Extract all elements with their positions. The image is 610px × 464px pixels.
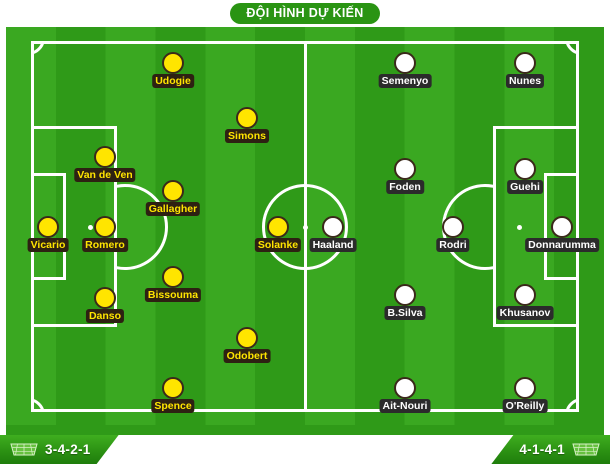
player-name: Semenyo — [378, 74, 432, 88]
penalty-spot-left — [88, 225, 93, 230]
player-name: Danso — [85, 309, 125, 323]
player-dot[interactable] — [267, 216, 289, 238]
player-name: Vicario — [27, 238, 69, 252]
footer-strip — [6, 425, 604, 435]
corner-arc-top-left — [31, 41, 57, 67]
home-formation-ribbon[interactable]: 3-4-2-1 — [0, 435, 119, 464]
player-dot[interactable] — [514, 377, 536, 399]
player-name: Nunes — [505, 74, 545, 88]
player-dot[interactable] — [394, 52, 416, 74]
player-name: Simons — [225, 129, 269, 143]
player-name: Udogie — [152, 74, 194, 88]
player-name: Spence — [151, 399, 195, 413]
player-dot[interactable] — [551, 216, 573, 238]
player-dot[interactable] — [94, 146, 116, 168]
player-name: Donnarumma — [525, 238, 599, 252]
player-name: Odobert — [223, 349, 271, 363]
player-dot[interactable] — [94, 287, 116, 309]
footer: 3-4-2-1 4-1-4-1 — [0, 425, 610, 464]
player-dot[interactable] — [322, 216, 344, 238]
player-dot[interactable] — [394, 158, 416, 180]
goal-area-right — [544, 173, 579, 280]
player-dot[interactable] — [394, 284, 416, 306]
player-dot[interactable] — [162, 266, 184, 288]
player-dot[interactable] — [236, 107, 258, 129]
player-name: Van de Ven — [74, 168, 136, 182]
player-name: Guehi — [507, 180, 543, 194]
player-name: Ait-Nouri — [379, 399, 431, 413]
player-dot[interactable] — [37, 216, 59, 238]
corner-arc-bottom-right — [553, 386, 579, 412]
player-dot[interactable] — [162, 180, 184, 202]
centre-circle — [262, 184, 348, 270]
corner-arc-bottom-left — [31, 386, 57, 412]
player-name: Haaland — [309, 238, 357, 252]
player-name: Bissouma — [144, 288, 202, 302]
football-pitch: Vicario Romero Van de Ven Danso Udogie Gallag… — [6, 27, 604, 425]
header: ĐỘI HÌNH DỰ KIẾN — [0, 0, 610, 27]
player-dot[interactable] — [514, 52, 536, 74]
pitch-icon — [10, 442, 38, 457]
player-dot[interactable] — [162, 52, 184, 74]
player-name: Rodri — [436, 238, 470, 252]
player-dot[interactable] — [442, 216, 464, 238]
penalty-spot-right — [517, 225, 522, 230]
player-name: O'Reilly — [502, 399, 548, 413]
player-name: B.Silva — [384, 306, 426, 320]
corner-arc-top-right — [553, 41, 579, 67]
page-title: ĐỘI HÌNH DỰ KIẾN — [230, 2, 380, 25]
player-name: Khusanov — [496, 306, 554, 320]
player-name: Romero — [82, 238, 128, 252]
home-formation-label: 3-4-2-1 — [45, 442, 91, 457]
player-dot[interactable] — [236, 327, 258, 349]
player-name: Solanke — [254, 238, 302, 252]
player-dot[interactable] — [514, 284, 536, 306]
centre-spot — [303, 225, 308, 230]
goal-area-left — [31, 173, 66, 280]
player-dot[interactable] — [514, 158, 536, 180]
away-formation-label: 4-1-4-1 — [519, 442, 565, 457]
player-name: Foden — [386, 180, 424, 194]
penalty-arc-left — [117, 184, 171, 270]
player-dot[interactable] — [162, 377, 184, 399]
player-dot[interactable] — [94, 216, 116, 238]
player-name: Gallagher — [145, 202, 201, 216]
pitch-icon — [572, 442, 600, 457]
player-dot[interactable] — [394, 377, 416, 399]
away-formation-ribbon[interactable]: 4-1-4-1 — [491, 435, 610, 464]
